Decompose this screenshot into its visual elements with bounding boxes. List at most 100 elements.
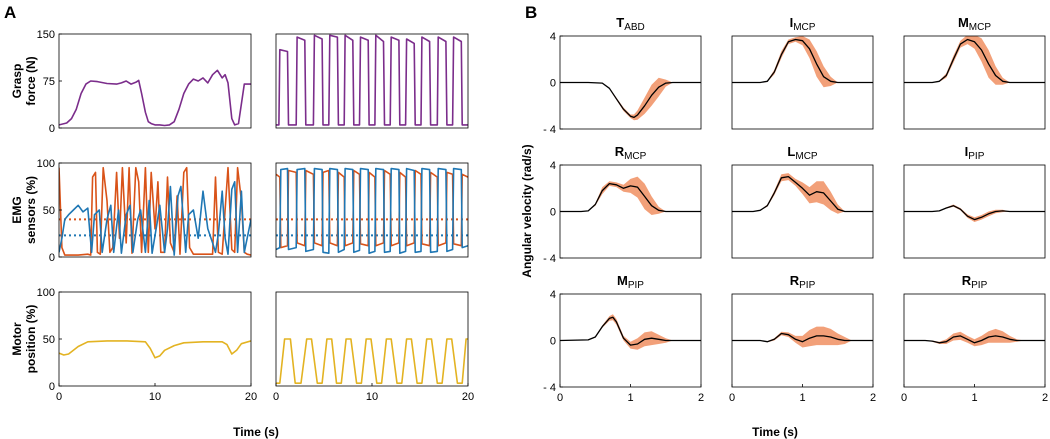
- band-l-mcp: [732, 173, 873, 214]
- ytick-label-r-mcp: 0: [550, 207, 556, 219]
- ylabel-line-motor-left: position (%): [24, 305, 38, 374]
- x-axis-label-a: Time (s): [233, 425, 279, 439]
- ytick-label-emg-left: 50: [43, 205, 55, 217]
- ytick-label-grasp-force-left: 75: [43, 76, 55, 88]
- title-sub-r-pip-2: PIP: [971, 280, 987, 291]
- ylabel-line-emg-left: sensors (%): [24, 176, 38, 244]
- band-r-mcp: [560, 176, 701, 215]
- xtick-label-m-pip: 2: [698, 392, 704, 404]
- ylabel-line-grasp-force-left: force (N): [24, 56, 38, 105]
- title-m-mcp: MMCP: [958, 15, 991, 33]
- xtick-label-motor-right: 0: [273, 391, 279, 403]
- title-main-m-pip: M: [617, 273, 628, 288]
- title-r-pip-2: RPIP: [962, 273, 988, 291]
- series-line-r-pip-1-0: [732, 332, 873, 343]
- ytick-label-t-abd: 4: [550, 31, 556, 43]
- chart-i-mcp: IMCP: [731, 15, 874, 130]
- axes-frame-emg-right: [275, 162, 469, 258]
- chart-i-pip: IPIP: [903, 144, 1046, 259]
- xtick-label-r-pip-2: 0: [901, 392, 907, 404]
- plot-area-m-pip: [560, 314, 701, 350]
- axes-frame-m-mcp: [903, 35, 1046, 130]
- title-main-r-pip-1: R: [790, 273, 800, 288]
- axes-frame-grasp-force-right: [275, 33, 469, 129]
- ytick-label-r-mcp: 4: [550, 160, 556, 172]
- title-main-i-pip: I: [965, 144, 969, 159]
- series-line-emg-right-0: [276, 169, 468, 249]
- title-t-abd: TABD: [616, 15, 645, 33]
- xtick-label-motor-left: 0: [56, 391, 62, 403]
- chart-r-mcp: 4 0 - 4 RMCP: [543, 144, 702, 265]
- plot-area-r-pip-2: [904, 328, 1045, 347]
- title-sub-i-mcp: MCP: [793, 22, 816, 33]
- xtick-label-r-pip-1: 2: [870, 392, 876, 404]
- axes-frame-motor-right: [275, 291, 469, 387]
- chart-grasp-force-right: [275, 33, 469, 129]
- ylabel-line-grasp-force-left: Grasp: [10, 64, 24, 99]
- series-line-r-mcp-0: [560, 182, 701, 213]
- series-line-l-mcp-0: [732, 175, 873, 213]
- chart-motor-right: 0 10 20: [273, 291, 474, 403]
- chart-emg-right: [275, 162, 469, 258]
- chart-t-abd: 4 0 - 4 TABD: [543, 15, 702, 136]
- title-sub-l-mcp: MCP: [795, 151, 818, 162]
- axes-frame-l-mcp: [731, 164, 874, 259]
- ytick-label-t-abd: 0: [550, 78, 556, 90]
- band-r-pip-2: [904, 328, 1045, 347]
- ytick-label-motor-left: 100: [37, 287, 55, 299]
- ytick-label-motor-left: 0: [49, 381, 55, 393]
- ylabel-line-motor-left: Motor: [10, 322, 24, 356]
- axes-frame-i-pip: [903, 164, 1046, 259]
- title-main-r-mcp: R: [615, 144, 625, 159]
- band-r-pip-1: [732, 326, 873, 348]
- series-line-t-abd-0: [560, 81, 701, 119]
- series-line-i-mcp-0: [732, 38, 873, 84]
- title-m-pip: MPIP: [617, 273, 644, 291]
- y-axis-label-b: Angular velocity (rad/s): [520, 144, 534, 277]
- plot-area-i-pip: [904, 204, 1045, 222]
- chart-motor-left: 0 50 100 0 10 20 Motorposition (%): [10, 287, 257, 403]
- title-i-mcp: IMCP: [790, 15, 816, 33]
- series-line-grasp-force-left-0: [59, 69, 251, 127]
- series-line-emg-right-1: [276, 167, 468, 254]
- xtick-label-r-pip-2: 1: [971, 392, 977, 404]
- ytick-label-m-pip: 4: [550, 289, 556, 301]
- title-main-l-mcp: L: [787, 144, 795, 159]
- panel-b-label: B: [525, 3, 537, 22]
- series-line-grasp-force-right-0: [276, 34, 468, 126]
- axes-frame-grasp-force-left: [58, 33, 252, 129]
- chart-r-pip-2: 0 1 2 RPIP: [901, 273, 1048, 404]
- plot-area-l-mcp: [732, 173, 873, 214]
- ytick-label-grasp-force-left: 0: [49, 123, 55, 135]
- ylabel-line-emg-left: EMG: [10, 196, 24, 223]
- title-main-i-mcp: I: [790, 15, 794, 30]
- title-main-m-mcp: M: [958, 15, 969, 30]
- ylabel-motor-left: Motorposition (%): [10, 305, 38, 374]
- title-sub-r-pip-1: PIP: [799, 280, 815, 291]
- band-m-mcp: [904, 36, 1045, 85]
- ytick-label-m-pip: - 4: [543, 382, 556, 394]
- plot-area-r-mcp: [560, 176, 701, 215]
- xtick-label-motor-right: 10: [366, 391, 378, 403]
- plot-area-grasp-force-left: [59, 69, 251, 127]
- title-main-t-abd: T: [616, 15, 624, 30]
- title-sub-m-mcp: MCP: [969, 22, 992, 33]
- title-sub-t-abd: ABD: [624, 22, 645, 33]
- xtick-label-motor-left: 20: [245, 391, 257, 403]
- title-l-mcp: LMCP: [787, 144, 818, 162]
- title-r-mcp: RMCP: [615, 144, 647, 162]
- title-sub-r-mcp: MCP: [624, 151, 647, 162]
- chart-m-mcp: MMCP: [903, 15, 1046, 130]
- axes-frame-motor-left: [58, 291, 252, 387]
- band-t-abd: [560, 77, 701, 121]
- series-line-motor-left-0: [59, 340, 251, 359]
- ytick-label-emg-left: 0: [49, 252, 55, 264]
- plot-area-r-pip-1: [732, 326, 873, 348]
- chart-grasp-force-left: 0 75 150 Graspforce (N): [10, 29, 252, 135]
- ytick-label-grasp-force-left: 150: [37, 29, 55, 41]
- panel-a-label: A: [4, 3, 16, 22]
- chart-l-mcp: LMCP: [731, 144, 874, 259]
- plot-area-emg-left: [59, 166, 251, 256]
